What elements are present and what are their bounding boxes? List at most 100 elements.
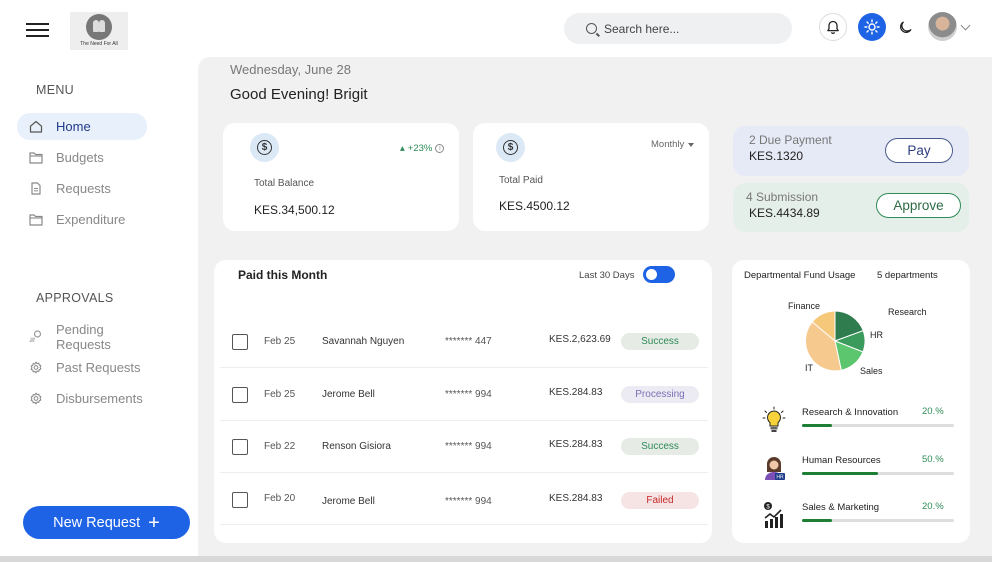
family-logo-icon bbox=[86, 14, 112, 40]
dark-mode-button[interactable] bbox=[891, 13, 919, 41]
department-count: 5 departments bbox=[877, 270, 938, 281]
top-header: The Need For All bbox=[0, 0, 992, 57]
toggle-label: Last 30 Days bbox=[579, 270, 635, 281]
search-bar[interactable] bbox=[564, 13, 792, 44]
greeting-text: Good Evening! Brigit bbox=[230, 86, 368, 103]
sidebar-item-label: Past Requests bbox=[56, 360, 141, 375]
submission-card: 4 Submission KES.4434.89 Approve bbox=[733, 183, 969, 232]
lightbulb-icon bbox=[762, 406, 786, 432]
notification-bell-button[interactable] bbox=[819, 13, 847, 41]
due-payment-title: 2 Due Payment bbox=[749, 133, 832, 147]
row-checkbox[interactable] bbox=[232, 334, 248, 350]
dollar-coin-icon: $ bbox=[496, 133, 525, 162]
row-name: Jerome Bell bbox=[322, 389, 375, 400]
sidebar-item-label: Expenditure bbox=[56, 212, 126, 227]
row-amount: KES.2,623.69 bbox=[549, 334, 611, 345]
folder-icon bbox=[29, 214, 43, 226]
table-row[interactable]: Feb 22 Renson Gisiora ******* 994 KES.28… bbox=[220, 421, 708, 473]
status-badge: Success bbox=[621, 333, 699, 350]
logo-text: The Need For All bbox=[80, 41, 118, 47]
sidebar-item-budgets[interactable]: Budgets bbox=[17, 144, 147, 171]
pie-slice-research bbox=[834, 310, 864, 342]
total-balance-label: Total Balance bbox=[254, 178, 315, 189]
new-request-button[interactable]: New Request + bbox=[23, 506, 190, 539]
info-icon[interactable]: i bbox=[435, 144, 445, 153]
department-name: Research & Innovation bbox=[802, 407, 899, 418]
sidebar-item-past-requests[interactable]: Past Requests bbox=[17, 354, 147, 381]
row-date: Feb 20 bbox=[264, 493, 296, 504]
new-request-label: New Request bbox=[53, 514, 141, 531]
period-dropdown[interactable]: Monthly bbox=[651, 139, 695, 150]
table-row[interactable]: Feb 25 Savannah Nguyen ******* 447 KES.2… bbox=[220, 316, 708, 368]
status-badge: Processing bbox=[621, 386, 699, 403]
department-fund-card: Departmental Fund Usage 5 departments Fi… bbox=[732, 260, 970, 543]
row-name: Jerome Bell bbox=[322, 496, 375, 507]
sidebar-item-label: Home bbox=[56, 119, 91, 134]
approvals-section-title: APPROVALS bbox=[36, 291, 114, 305]
transactions-card: Paid this Month Last 30 Days Feb 25 Sava… bbox=[214, 260, 712, 543]
department-progress-track bbox=[802, 519, 954, 522]
department-percent: 20.% bbox=[922, 501, 944, 512]
bell-icon bbox=[827, 20, 839, 34]
trend-value: +23% bbox=[407, 143, 433, 154]
period-value: Monthly bbox=[651, 139, 685, 150]
row-account: ******* 994 bbox=[445, 389, 492, 400]
department-fund-title: Departmental Fund Usage bbox=[744, 270, 856, 281]
row-name: Savannah Nguyen bbox=[322, 336, 405, 347]
total-paid-card: $ Monthly Total Paid KES.4500.12 bbox=[473, 123, 709, 231]
search-icon bbox=[586, 23, 597, 34]
user-avatar[interactable] bbox=[928, 12, 957, 41]
row-name: Renson Gisiora bbox=[322, 441, 391, 452]
table-row[interactable]: Feb 25 Jerome Bell ******* 994 KES.284.8… bbox=[220, 369, 708, 421]
sidebar-item-label: Requests bbox=[56, 181, 111, 196]
sidebar-item-home[interactable]: Home bbox=[17, 113, 147, 140]
folder-icon bbox=[29, 152, 43, 164]
search-input[interactable] bbox=[604, 21, 774, 36]
dollar-coin-icon: $ bbox=[250, 133, 279, 162]
hamburger-menu-icon[interactable] bbox=[26, 22, 49, 38]
sidebar-item-expenditure[interactable]: Expenditure bbox=[17, 206, 147, 233]
row-date: Feb 25 bbox=[264, 336, 296, 347]
sidebar-item-label: Disbursements bbox=[56, 391, 143, 406]
submission-title: 4 Submission bbox=[746, 190, 819, 204]
row-amount: KES.284.83 bbox=[549, 493, 603, 504]
department-item-sales[interactable]: $ Sales & Marketing 20.% bbox=[762, 501, 962, 535]
chevron-down-icon[interactable] bbox=[960, 20, 971, 31]
table-row[interactable]: Feb 20 Jerome Bell ******* 994 KES.284.8… bbox=[220, 473, 708, 525]
pay-button[interactable]: Pay bbox=[885, 138, 953, 163]
sidebar-item-requests[interactable]: Requests bbox=[17, 175, 147, 202]
department-progress-track bbox=[802, 424, 954, 427]
pie-slice-it bbox=[804, 321, 842, 372]
sidebar-item-label: Pending Requests bbox=[56, 321, 111, 352]
department-item-hr[interactable]: HR Human Resources 50.% bbox=[762, 454, 962, 488]
sun-icon bbox=[864, 19, 880, 35]
submission-value: KES.4434.89 bbox=[749, 206, 820, 220]
row-checkbox[interactable] bbox=[232, 492, 248, 508]
logo[interactable]: The Need For All bbox=[70, 12, 128, 50]
svg-text:HR: HR bbox=[776, 475, 784, 481]
light-mode-button[interactable] bbox=[858, 13, 886, 41]
sidebar-item-disbursements[interactable]: Disbursements bbox=[17, 385, 147, 412]
approve-button[interactable]: Approve bbox=[876, 193, 961, 218]
due-payment-card: 2 Due Payment KES.1320 Pay bbox=[733, 126, 969, 176]
last-30-days-toggle[interactable] bbox=[643, 266, 675, 283]
pie-label-it: IT bbox=[805, 363, 813, 373]
row-account: ******* 994 bbox=[445, 441, 492, 452]
document-icon bbox=[31, 182, 41, 195]
sidebar-item-pending-requests[interactable]: Pending Requests bbox=[17, 321, 147, 352]
department-name: Sales & Marketing bbox=[802, 502, 880, 513]
status-badge: Failed bbox=[621, 492, 699, 509]
row-checkbox[interactable] bbox=[232, 387, 248, 403]
sidebar-item-label: Budgets bbox=[56, 150, 104, 165]
row-account: ******* 994 bbox=[445, 496, 492, 507]
department-item-research[interactable]: Research & Innovation 20.% bbox=[762, 406, 962, 440]
row-date: Feb 22 bbox=[264, 441, 296, 452]
moon-icon bbox=[899, 21, 911, 33]
pending-icon bbox=[29, 330, 42, 343]
total-paid-label: Total Paid bbox=[499, 175, 543, 186]
row-date: Feb 25 bbox=[264, 389, 296, 400]
sales-chart-icon: $ bbox=[764, 502, 783, 528]
bottom-scroll-strip bbox=[0, 556, 992, 562]
row-amount: KES.284.83 bbox=[549, 439, 603, 450]
row-checkbox[interactable] bbox=[232, 439, 248, 455]
